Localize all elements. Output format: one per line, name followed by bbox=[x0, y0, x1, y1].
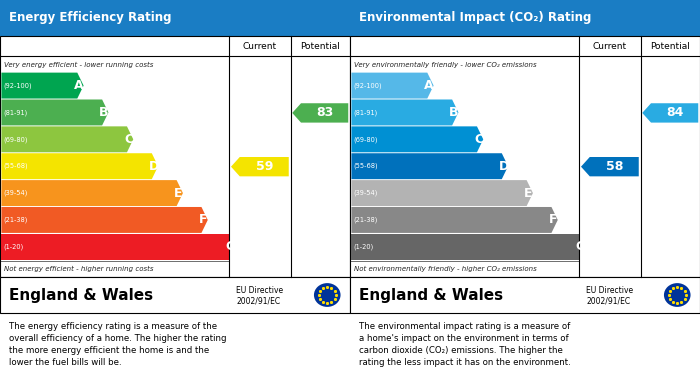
Text: Environmental Impact (CO₂) Rating: Environmental Impact (CO₂) Rating bbox=[358, 11, 591, 25]
Text: Energy Efficiency Rating: Energy Efficiency Rating bbox=[8, 11, 172, 25]
Bar bbox=[0, 36, 350, 277]
Text: Not energy efficient - higher running costs: Not energy efficient - higher running co… bbox=[4, 266, 153, 272]
Text: England & Wales: England & Wales bbox=[8, 287, 153, 303]
Polygon shape bbox=[1, 126, 133, 152]
Polygon shape bbox=[351, 73, 433, 99]
Polygon shape bbox=[351, 99, 458, 126]
Text: Very environmentally friendly - lower CO₂ emissions: Very environmentally friendly - lower CO… bbox=[354, 61, 536, 68]
Bar bbox=[350, 36, 700, 277]
Polygon shape bbox=[1, 99, 108, 126]
Text: (92-100): (92-100) bbox=[354, 83, 382, 89]
Text: A: A bbox=[424, 79, 434, 92]
Text: Potential: Potential bbox=[300, 42, 340, 51]
Polygon shape bbox=[643, 103, 699, 123]
Text: C: C bbox=[474, 133, 483, 146]
Text: The environmental impact rating is a measure of
a home's impact on the environme: The environmental impact rating is a mea… bbox=[358, 322, 570, 367]
Text: (1-20): (1-20) bbox=[354, 244, 374, 250]
Text: F: F bbox=[199, 213, 207, 226]
Bar bbox=[350, 277, 700, 313]
Text: (1-20): (1-20) bbox=[4, 244, 24, 250]
Text: 59: 59 bbox=[256, 160, 273, 173]
Text: (39-54): (39-54) bbox=[354, 190, 378, 196]
Text: D: D bbox=[498, 160, 509, 173]
Text: 2002/91/EC: 2002/91/EC bbox=[587, 297, 631, 306]
Bar bbox=[0, 277, 350, 313]
Text: EU Directive: EU Directive bbox=[587, 286, 634, 295]
Text: (81-91): (81-91) bbox=[354, 109, 378, 116]
Polygon shape bbox=[1, 207, 208, 233]
Text: C: C bbox=[124, 133, 133, 146]
Text: EU Directive: EU Directive bbox=[237, 286, 284, 295]
Text: D: D bbox=[148, 160, 159, 173]
Polygon shape bbox=[1, 234, 228, 260]
Polygon shape bbox=[1, 180, 183, 206]
Text: (39-54): (39-54) bbox=[4, 190, 28, 196]
Bar bbox=[0, 0, 350, 36]
Polygon shape bbox=[351, 207, 558, 233]
Text: G: G bbox=[225, 240, 235, 253]
Text: (69-80): (69-80) bbox=[4, 136, 28, 143]
Text: (21-38): (21-38) bbox=[4, 217, 28, 223]
Circle shape bbox=[314, 283, 341, 307]
Text: Potential: Potential bbox=[650, 42, 690, 51]
Bar bbox=[350, 0, 700, 36]
Circle shape bbox=[664, 283, 690, 307]
Text: (92-100): (92-100) bbox=[4, 83, 32, 89]
Text: B: B bbox=[99, 106, 108, 119]
Text: (69-80): (69-80) bbox=[354, 136, 378, 143]
Text: Not environmentally friendly - higher CO₂ emissions: Not environmentally friendly - higher CO… bbox=[354, 266, 536, 272]
Text: G: G bbox=[575, 240, 585, 253]
Text: 58: 58 bbox=[606, 160, 623, 173]
Text: B: B bbox=[449, 106, 459, 119]
Text: (21-38): (21-38) bbox=[354, 217, 378, 223]
Polygon shape bbox=[581, 157, 638, 176]
Polygon shape bbox=[351, 153, 508, 179]
Text: Current: Current bbox=[593, 42, 627, 51]
Text: F: F bbox=[549, 213, 557, 226]
Polygon shape bbox=[351, 126, 483, 152]
Text: The energy efficiency rating is a measure of the
overall efficiency of a home. T: The energy efficiency rating is a measur… bbox=[8, 322, 226, 367]
Text: A: A bbox=[74, 79, 84, 92]
Text: (81-91): (81-91) bbox=[4, 109, 28, 116]
Text: (55-68): (55-68) bbox=[354, 163, 378, 169]
Text: 83: 83 bbox=[316, 106, 333, 119]
Text: Current: Current bbox=[243, 42, 277, 51]
Polygon shape bbox=[293, 103, 349, 123]
Text: Very energy efficient - lower running costs: Very energy efficient - lower running co… bbox=[4, 61, 153, 68]
Polygon shape bbox=[351, 234, 578, 260]
Polygon shape bbox=[1, 73, 83, 99]
Text: 2002/91/EC: 2002/91/EC bbox=[237, 297, 281, 306]
Polygon shape bbox=[1, 153, 158, 179]
Text: England & Wales: England & Wales bbox=[358, 287, 503, 303]
Text: E: E bbox=[524, 187, 533, 199]
Polygon shape bbox=[231, 157, 288, 176]
Text: E: E bbox=[174, 187, 183, 199]
Text: (55-68): (55-68) bbox=[4, 163, 28, 169]
Text: 84: 84 bbox=[666, 106, 683, 119]
Polygon shape bbox=[351, 180, 533, 206]
